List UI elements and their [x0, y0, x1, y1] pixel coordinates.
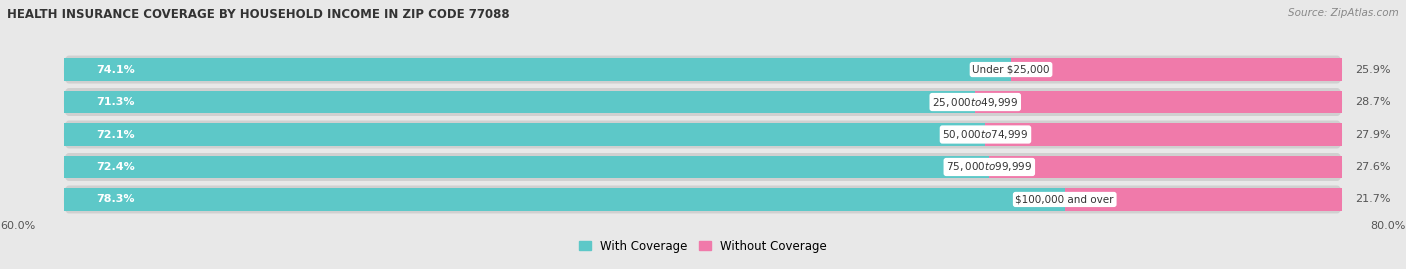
- Bar: [986, 123, 1343, 146]
- Text: 78.3%: 78.3%: [96, 194, 135, 204]
- FancyBboxPatch shape: [63, 186, 1343, 213]
- Bar: [63, 58, 1011, 81]
- Text: 25.9%: 25.9%: [1355, 65, 1391, 75]
- Text: 74.1%: 74.1%: [96, 65, 135, 75]
- FancyBboxPatch shape: [63, 56, 1343, 83]
- Bar: [1064, 188, 1343, 211]
- Text: $75,000 to $99,999: $75,000 to $99,999: [946, 161, 1032, 174]
- Bar: [63, 188, 1064, 211]
- Text: 27.9%: 27.9%: [1355, 129, 1391, 140]
- Text: 60.0%: 60.0%: [0, 221, 35, 231]
- Text: 72.4%: 72.4%: [96, 162, 135, 172]
- FancyBboxPatch shape: [63, 88, 1343, 116]
- Text: HEALTH INSURANCE COVERAGE BY HOUSEHOLD INCOME IN ZIP CODE 77088: HEALTH INSURANCE COVERAGE BY HOUSEHOLD I…: [7, 8, 509, 21]
- Bar: [990, 155, 1343, 178]
- FancyBboxPatch shape: [63, 121, 1343, 148]
- Text: 72.1%: 72.1%: [96, 129, 135, 140]
- FancyBboxPatch shape: [63, 153, 1343, 181]
- Bar: [63, 123, 986, 146]
- Legend: With Coverage, Without Coverage: With Coverage, Without Coverage: [579, 240, 827, 253]
- Bar: [63, 91, 976, 114]
- Text: $25,000 to $49,999: $25,000 to $49,999: [932, 95, 1018, 108]
- Text: Under $25,000: Under $25,000: [973, 65, 1050, 75]
- Text: $50,000 to $74,999: $50,000 to $74,999: [942, 128, 1029, 141]
- Bar: [1011, 58, 1343, 81]
- Text: 80.0%: 80.0%: [1371, 221, 1406, 231]
- Bar: [63, 155, 990, 178]
- Text: 71.3%: 71.3%: [96, 97, 135, 107]
- Bar: [976, 91, 1343, 114]
- Text: 27.6%: 27.6%: [1355, 162, 1391, 172]
- Text: 28.7%: 28.7%: [1355, 97, 1391, 107]
- Text: $100,000 and over: $100,000 and over: [1015, 194, 1114, 204]
- Text: Source: ZipAtlas.com: Source: ZipAtlas.com: [1288, 8, 1399, 18]
- Text: 21.7%: 21.7%: [1355, 194, 1391, 204]
